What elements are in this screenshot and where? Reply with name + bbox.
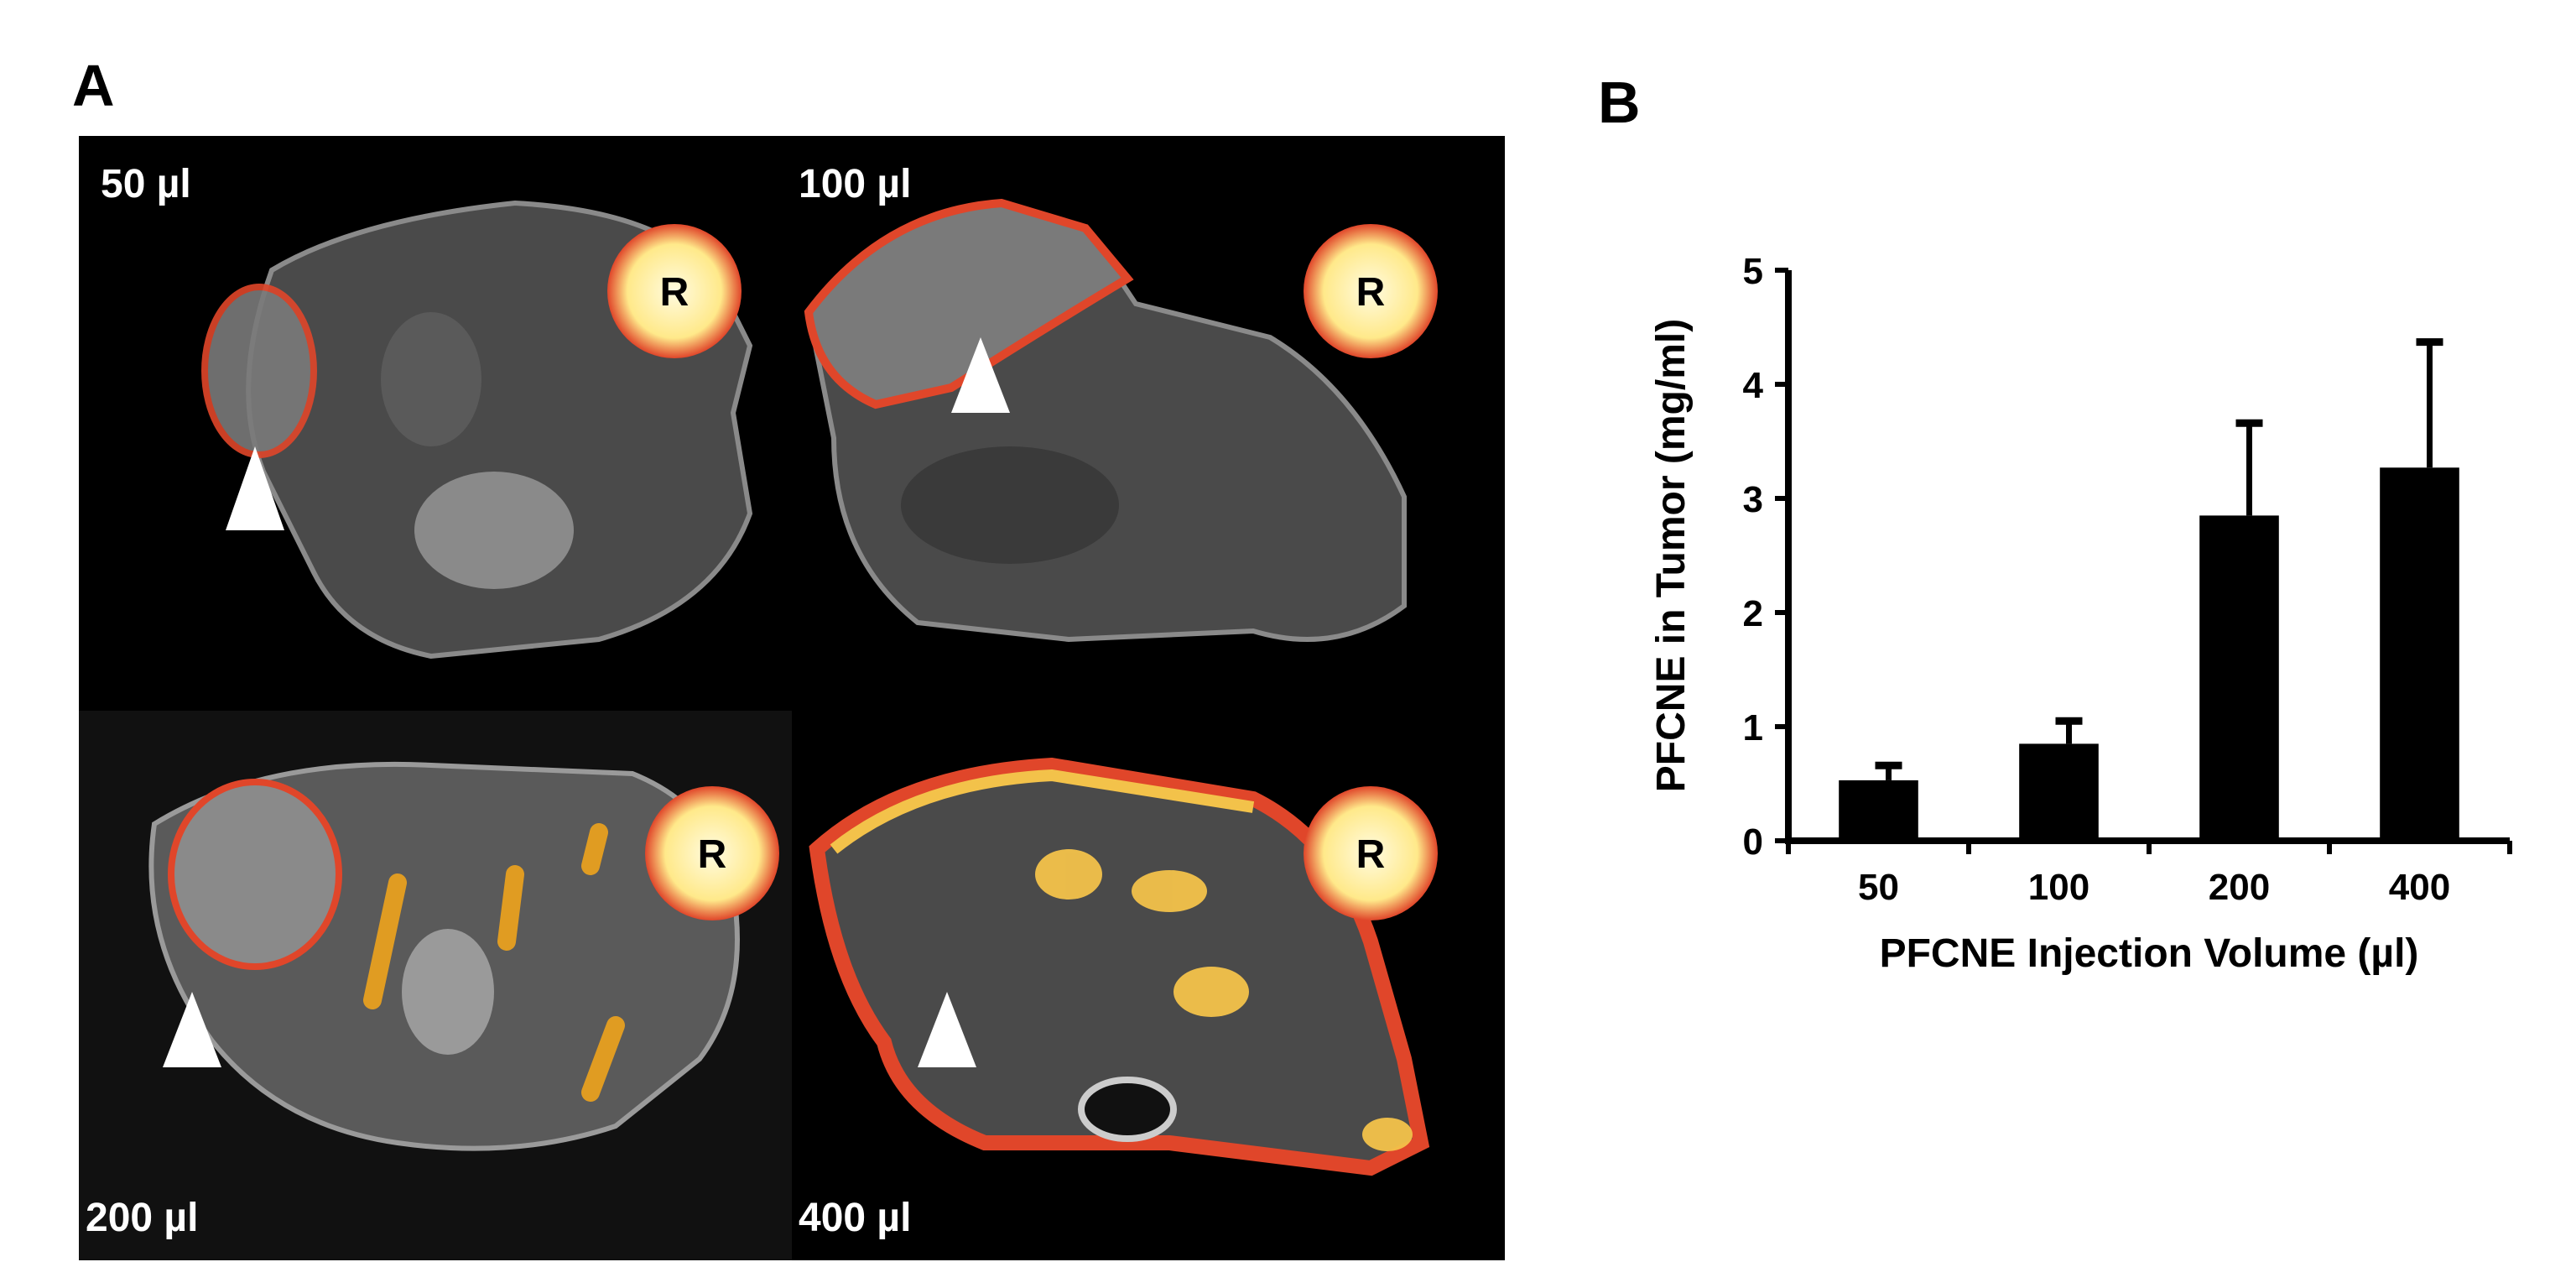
- panel-label-a: A: [72, 53, 115, 118]
- reference-label-100: R: [1356, 270, 1386, 315]
- y-tick-label: 4: [1743, 365, 1764, 406]
- mri-slice-50: R: [201, 200, 753, 660]
- panel-label-b: B: [1598, 70, 1641, 135]
- tumor-arrow-200: [163, 992, 221, 1067]
- reference-marker-400: [1304, 786, 1438, 920]
- y-tick-label: 1: [1743, 707, 1763, 748]
- reference-label-50: R: [660, 270, 690, 315]
- tumor-arrow-100: [951, 337, 1010, 413]
- tumor-arrow-400: [918, 992, 976, 1067]
- reference-label-200: R: [698, 832, 727, 877]
- reference-marker-100: [1304, 224, 1438, 358]
- y-tick-label: 2: [1743, 593, 1763, 634]
- mri-slice-100: R: [804, 198, 1438, 643]
- y-tick-label: 3: [1743, 479, 1763, 520]
- bar: [2199, 515, 2279, 841]
- bar: [1839, 780, 1918, 841]
- bar-chart-svg: PFCNE in Tumor (mg/ml) PFCNE Injection V…: [1649, 251, 2512, 976]
- reference-label-400: R: [1356, 832, 1386, 877]
- volume-label-100: 100 µl: [799, 162, 912, 206]
- bar-chart: PFCNE in Tumor (mg/ml) PFCNE Injection V…: [1611, 218, 2533, 1024]
- x-tick-label: 400: [2389, 867, 2450, 908]
- x-tick-label: 100: [2028, 867, 2089, 908]
- x-tick-label: 200: [2209, 867, 2270, 908]
- bar: [2380, 467, 2459, 841]
- mri-image-grid: R R R: [79, 136, 1505, 1260]
- reference-marker-50: [607, 224, 742, 358]
- volume-label-400: 400 µl: [799, 1196, 912, 1240]
- volume-label-50: 50 µl: [101, 162, 191, 206]
- mri-overlay-images: R R R: [79, 198, 1438, 1260]
- y-tick-label: 5: [1743, 251, 1763, 292]
- volume-label-200: 200 µl: [86, 1196, 199, 1240]
- x-tick-label: 50: [1858, 867, 1899, 908]
- bar: [2019, 743, 2099, 841]
- mri-slice-200: R: [148, 761, 779, 1151]
- x-axis-title: PFCNE Injection Volume (µl): [1880, 931, 2419, 976]
- mri-slice-400: R: [809, 757, 1438, 1176]
- y-tick-label: 0: [1743, 821, 1763, 863]
- tumor-arrow-50: [226, 446, 284, 530]
- reference-marker-200: [645, 786, 779, 920]
- y-axis-title: PFCNE in Tumor (mg/ml): [1649, 319, 1694, 792]
